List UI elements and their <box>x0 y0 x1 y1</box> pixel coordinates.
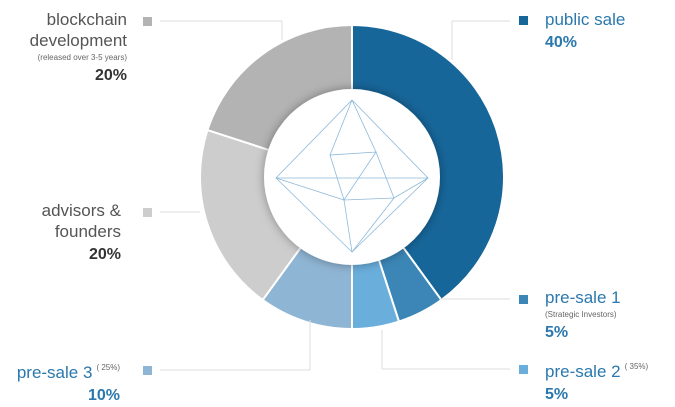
legend-swatch <box>143 17 152 26</box>
category-label: public sale <box>545 10 626 29</box>
slice-label: pre-sale 1 (Strategic Investors) 5% <box>545 288 621 343</box>
donut-hole <box>264 89 440 265</box>
value-label: 40% <box>545 34 578 51</box>
slice-label: advisors & founders 20% <box>31 201 121 265</box>
logo <box>275 99 429 253</box>
category-label: blockchain development <box>29 10 127 50</box>
legend-swatch <box>143 208 152 217</box>
slice-label: pre-sale 3( 25%) 10% <box>17 358 120 406</box>
legend-swatch <box>143 366 152 375</box>
label-line: pre-sale 1 (Strategic Investors) <box>545 288 621 321</box>
category-label: advisors & founders <box>41 201 121 241</box>
legend-swatch <box>519 295 528 304</box>
value-label: 20% <box>88 246 121 263</box>
category-note: (Strategic Investors) <box>545 310 617 319</box>
legend-swatch <box>519 365 528 374</box>
category-note: ( 25%) <box>96 363 120 372</box>
value-label: 10% <box>87 387 120 404</box>
legend-swatch <box>519 16 528 25</box>
label-line: advisors & founders <box>31 201 121 243</box>
category-label: pre-sale 1 <box>545 288 621 307</box>
value-label: 20% <box>94 67 127 84</box>
slice-label: blockchain development (released over 3-5… <box>0 10 127 86</box>
label-line: public sale <box>545 10 625 31</box>
label-line: pre-sale 3( 25%) <box>17 358 120 384</box>
category-label: pre-sale 3 <box>16 363 93 382</box>
label-line: blockchain development (released over 3-5… <box>0 10 127 64</box>
value-label: 5% <box>545 386 569 403</box>
slice-label: pre-sale 2( 35%) 5% <box>545 357 648 405</box>
value-label: 5% <box>545 324 569 341</box>
category-label: pre-sale 2 <box>545 362 621 381</box>
label-line: pre-sale 2( 35%) <box>545 357 648 383</box>
category-note: (released over 3-5 years) <box>37 53 127 62</box>
slice-label: public sale 40% <box>545 10 625 53</box>
category-note: ( 35%) <box>624 362 649 371</box>
